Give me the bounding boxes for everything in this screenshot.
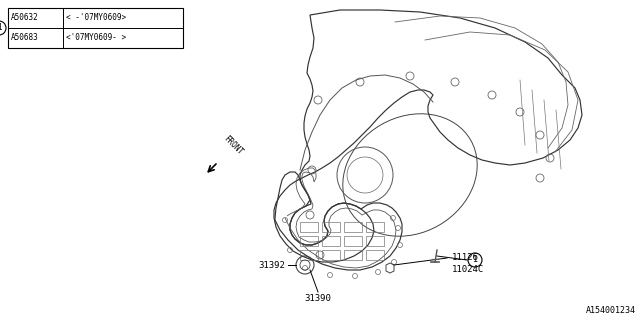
Bar	[344, 222, 362, 232]
Bar	[322, 222, 340, 232]
Bar	[300, 250, 318, 260]
Text: <'07MY0609- >: <'07MY0609- >	[66, 34, 126, 43]
Text: A50632: A50632	[11, 13, 39, 22]
Bar	[344, 236, 362, 246]
Bar	[300, 222, 318, 232]
Bar	[8, 8, 183, 48]
Text: A50683: A50683	[11, 34, 39, 43]
Bar	[300, 236, 318, 246]
Text: 1: 1	[0, 23, 1, 33]
Bar	[322, 250, 340, 260]
Bar	[344, 250, 362, 260]
Text: A154001234: A154001234	[586, 306, 636, 315]
Bar	[366, 222, 384, 232]
Text: FRONT: FRONT	[222, 134, 244, 157]
Bar	[366, 236, 384, 246]
Text: < -'07MY0609>: < -'07MY0609>	[66, 13, 126, 22]
Bar	[366, 250, 384, 260]
Bar	[322, 236, 340, 246]
Text: 31390: 31390	[305, 294, 332, 303]
Text: 1: 1	[472, 255, 477, 265]
Text: 31392: 31392	[258, 260, 285, 269]
Text: 11024C: 11024C	[452, 266, 484, 275]
Text: 11126: 11126	[452, 253, 479, 262]
